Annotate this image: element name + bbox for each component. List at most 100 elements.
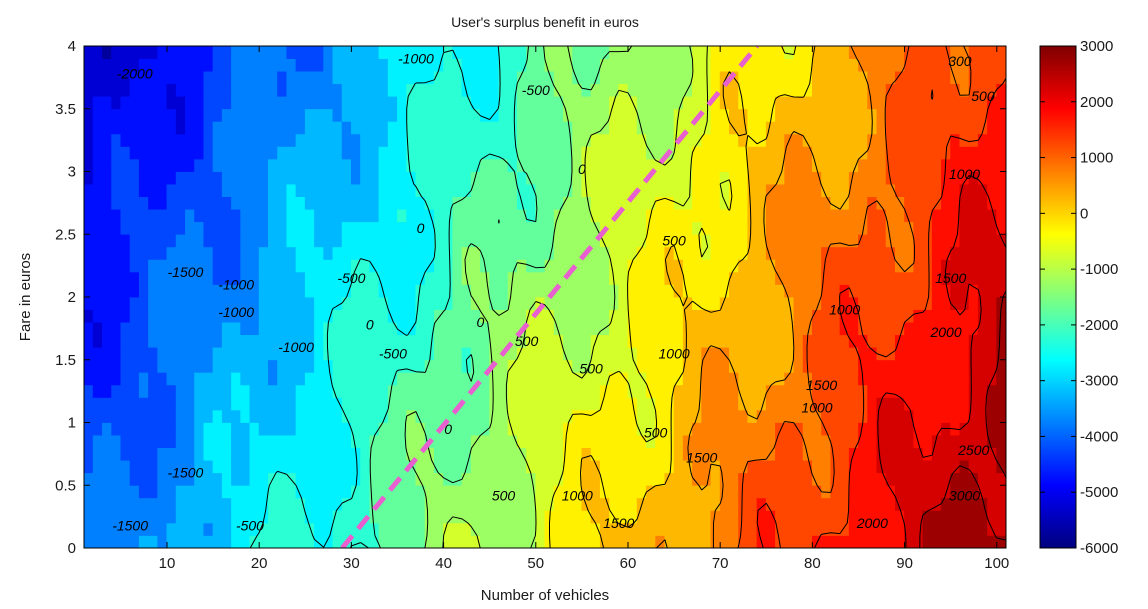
heat-cell (295, 397, 306, 411)
heat-cell (710, 120, 721, 135)
heat-cell (304, 183, 315, 197)
heat-cell (756, 271, 767, 285)
heat-cell (701, 171, 712, 185)
heat-cell (738, 522, 749, 536)
heat-cell (120, 196, 131, 210)
heat-cell (516, 83, 527, 97)
heat-cell (341, 371, 352, 386)
heat-cell (240, 83, 251, 97)
heat-cell (148, 346, 159, 361)
heat-cell (166, 221, 177, 235)
heat-cell (138, 183, 149, 197)
heat-cell (129, 434, 140, 448)
heat-cell (646, 359, 657, 373)
heat-cell (802, 422, 813, 436)
heat-cell (157, 46, 168, 59)
heat-cell (249, 146, 260, 160)
heat-cell (775, 233, 786, 248)
heat-cell (84, 434, 94, 448)
heat-cell (378, 459, 389, 474)
heat-cell (765, 171, 776, 185)
heat-cell (959, 522, 970, 536)
heat-cell (480, 120, 491, 135)
heat-cell (203, 258, 214, 273)
heat-cell (498, 397, 509, 411)
heat-cell (793, 258, 804, 273)
heat-cell (286, 384, 297, 398)
heat-cell (507, 146, 518, 160)
heat-cell (166, 120, 177, 135)
heat-cell (489, 183, 500, 197)
heat-cell (433, 384, 444, 398)
heat-cell (747, 397, 758, 411)
heat-cell (867, 384, 878, 398)
contour-label: 1500 (603, 515, 634, 531)
heat-cell (894, 46, 905, 59)
heat-cell (304, 434, 315, 448)
heat-cell (323, 309, 334, 323)
heat-cell (332, 83, 343, 97)
heat-cell (885, 359, 896, 373)
heat-cell (286, 321, 297, 336)
heat-cell (627, 535, 638, 548)
heat-cell (129, 233, 140, 248)
heat-cell (904, 258, 915, 273)
heat-cell (775, 133, 786, 147)
heat-cell (894, 108, 905, 122)
heat-cell (268, 384, 279, 398)
heat-cell (212, 271, 223, 285)
heat-cell (286, 221, 297, 235)
heat-cell (553, 258, 564, 273)
heat-cell (867, 46, 878, 59)
heat-cell (858, 146, 869, 160)
heat-cell (157, 284, 168, 298)
heat-cell (544, 46, 555, 59)
heat-cell (268, 246, 279, 260)
heat-cell (544, 258, 555, 273)
heat-cell (212, 334, 223, 348)
heat-cell (618, 284, 629, 298)
heat-cell (599, 422, 610, 436)
heat-cell (775, 120, 786, 135)
heat-cell (599, 284, 610, 298)
heat-cell (756, 70, 767, 85)
heat-cell (369, 271, 380, 285)
heat-cell (507, 509, 518, 524)
heat-cell (627, 409, 638, 423)
heat-cell (655, 246, 666, 260)
heat-cell (341, 83, 352, 97)
heat-cell (793, 146, 804, 160)
heat-cell (747, 422, 758, 436)
heat-cell (268, 359, 279, 373)
heat-cell (747, 359, 758, 373)
heat-cell (433, 46, 444, 59)
heat-cell (738, 434, 749, 448)
heat-cell (793, 120, 804, 135)
heat-cell (941, 133, 952, 147)
heat-cell (138, 70, 149, 85)
heat-cell (609, 472, 620, 486)
heat-cell (673, 472, 684, 486)
y-tick-label: 1 (68, 415, 76, 432)
heat-cell (415, 271, 426, 285)
heat-cell (848, 146, 859, 160)
heat-cell (793, 158, 804, 172)
heat-cell (185, 95, 196, 110)
heat-cell (92, 258, 103, 273)
heat-cell (646, 334, 657, 348)
heat-cell (286, 522, 297, 536)
heat-cell (231, 497, 242, 511)
heat-cell (959, 296, 970, 310)
heat-cell (931, 371, 942, 386)
heat-cell (968, 208, 979, 223)
heat-cell (563, 133, 574, 147)
heat-cell (526, 146, 537, 160)
heat-cell (867, 158, 878, 172)
heat-cell (729, 359, 740, 373)
heat-cell (332, 46, 343, 59)
heat-cell (581, 46, 592, 59)
heat-cell (535, 95, 546, 110)
heat-cell (848, 133, 859, 147)
heat-cell (92, 246, 103, 260)
heat-cell (415, 158, 426, 172)
